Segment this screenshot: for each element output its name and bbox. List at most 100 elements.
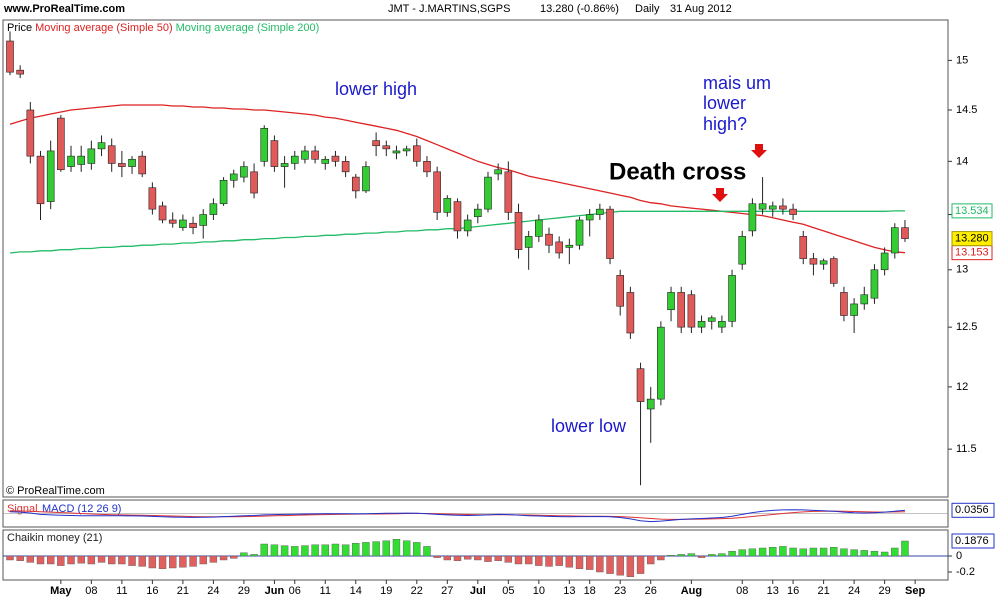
instrument: JMT - J.MARTINS,SGPS bbox=[388, 3, 510, 15]
arrow bbox=[712, 188, 728, 202]
candle-body bbox=[789, 208, 797, 215]
bar bbox=[799, 548, 807, 557]
candle-body bbox=[87, 148, 96, 164]
bar bbox=[311, 544, 319, 557]
candle-body bbox=[860, 294, 869, 305]
candle-body bbox=[596, 208, 604, 215]
candle-body bbox=[57, 117, 65, 171]
bar bbox=[535, 555, 543, 566]
annotation: lower bbox=[703, 93, 746, 113]
candle-body bbox=[351, 176, 360, 192]
x-tick-label: 24 bbox=[207, 585, 219, 597]
bar bbox=[565, 555, 574, 568]
candle-body bbox=[555, 241, 563, 254]
candle-body bbox=[697, 321, 706, 328]
annotation: mais um bbox=[703, 73, 771, 93]
bar bbox=[413, 542, 421, 557]
copyright: © ProRealTime.com bbox=[6, 485, 105, 497]
bar bbox=[708, 554, 716, 557]
bar bbox=[626, 555, 635, 577]
bar bbox=[169, 555, 177, 569]
x-tick-label: 22 bbox=[411, 585, 423, 597]
bar bbox=[107, 555, 116, 565]
chaikin-panel bbox=[2, 529, 949, 581]
bar bbox=[362, 542, 370, 557]
value-label: 13.280 bbox=[955, 233, 989, 245]
annotation: lower high bbox=[335, 79, 417, 99]
y-tick-label: 12 bbox=[956, 381, 968, 393]
bar bbox=[158, 555, 167, 570]
candle-body bbox=[524, 236, 533, 248]
candle-body bbox=[321, 158, 330, 164]
bar bbox=[67, 555, 75, 565]
bar bbox=[870, 551, 879, 557]
annotation: lower low bbox=[551, 416, 627, 436]
bar bbox=[474, 555, 482, 561]
x-tick-label: 11 bbox=[116, 585, 127, 597]
bar bbox=[87, 555, 96, 565]
bar bbox=[463, 555, 472, 560]
value-label: 13.534 bbox=[955, 205, 989, 217]
bar bbox=[402, 540, 411, 557]
candle-body bbox=[585, 214, 594, 221]
x-tick-label: 21 bbox=[817, 585, 829, 597]
x-tick-label: 08 bbox=[85, 585, 97, 597]
bar bbox=[97, 555, 106, 563]
candle-body bbox=[575, 219, 584, 246]
x-tick-label: 27 bbox=[441, 585, 453, 597]
candle-body bbox=[270, 140, 279, 167]
candle-body bbox=[26, 109, 35, 157]
x-tick-label: 14 bbox=[350, 585, 362, 597]
bar bbox=[779, 546, 787, 557]
bar bbox=[514, 555, 523, 565]
bar bbox=[789, 547, 797, 557]
bar bbox=[46, 555, 55, 565]
x-tick-label: Jul bbox=[470, 585, 486, 597]
candle-body bbox=[372, 140, 380, 147]
bar bbox=[809, 547, 818, 557]
candle-body bbox=[901, 227, 909, 239]
candle-body bbox=[565, 244, 574, 248]
bar bbox=[77, 555, 85, 564]
candle-body bbox=[687, 294, 696, 328]
bar bbox=[189, 555, 197, 567]
annotation: Death cross bbox=[609, 158, 746, 185]
legend-entry: MACD (12 26 9) bbox=[42, 503, 121, 515]
x-tick-label: Jun bbox=[265, 585, 285, 597]
bar bbox=[270, 544, 279, 557]
x-tick-label: 05 bbox=[502, 585, 514, 597]
value-label: 13.153 bbox=[955, 247, 989, 259]
y-tick-label: 14 bbox=[956, 155, 968, 167]
x-tick-label: 11 bbox=[320, 585, 331, 597]
candle-body bbox=[504, 171, 513, 213]
bar bbox=[697, 555, 706, 558]
candle-body bbox=[118, 163, 126, 167]
x-tick-label: 18 bbox=[584, 585, 596, 597]
indicator-line bbox=[9, 510, 906, 520]
candle-body bbox=[707, 317, 716, 322]
candle-body bbox=[728, 275, 736, 322]
bar bbox=[392, 539, 401, 557]
bar bbox=[352, 543, 360, 557]
candle-body bbox=[626, 292, 635, 334]
y-tick-label: -0.2 bbox=[956, 566, 975, 578]
bar bbox=[636, 555, 645, 574]
candle-body bbox=[779, 205, 787, 210]
candle-body bbox=[107, 145, 116, 164]
x-tick-label: 06 bbox=[289, 585, 301, 597]
bar bbox=[219, 555, 228, 561]
candle-body bbox=[97, 142, 106, 150]
value-box bbox=[951, 502, 995, 518]
bar bbox=[657, 555, 665, 561]
candle-body bbox=[799, 236, 808, 259]
candle-body bbox=[768, 205, 777, 210]
candle-body bbox=[67, 155, 75, 167]
candle-body bbox=[6, 40, 14, 73]
bar bbox=[382, 540, 390, 557]
bar bbox=[209, 555, 218, 563]
candle-body bbox=[474, 208, 482, 218]
annotation: high? bbox=[703, 114, 747, 134]
bar bbox=[148, 555, 157, 569]
candle-body bbox=[880, 252, 889, 271]
candle-body bbox=[463, 219, 472, 232]
